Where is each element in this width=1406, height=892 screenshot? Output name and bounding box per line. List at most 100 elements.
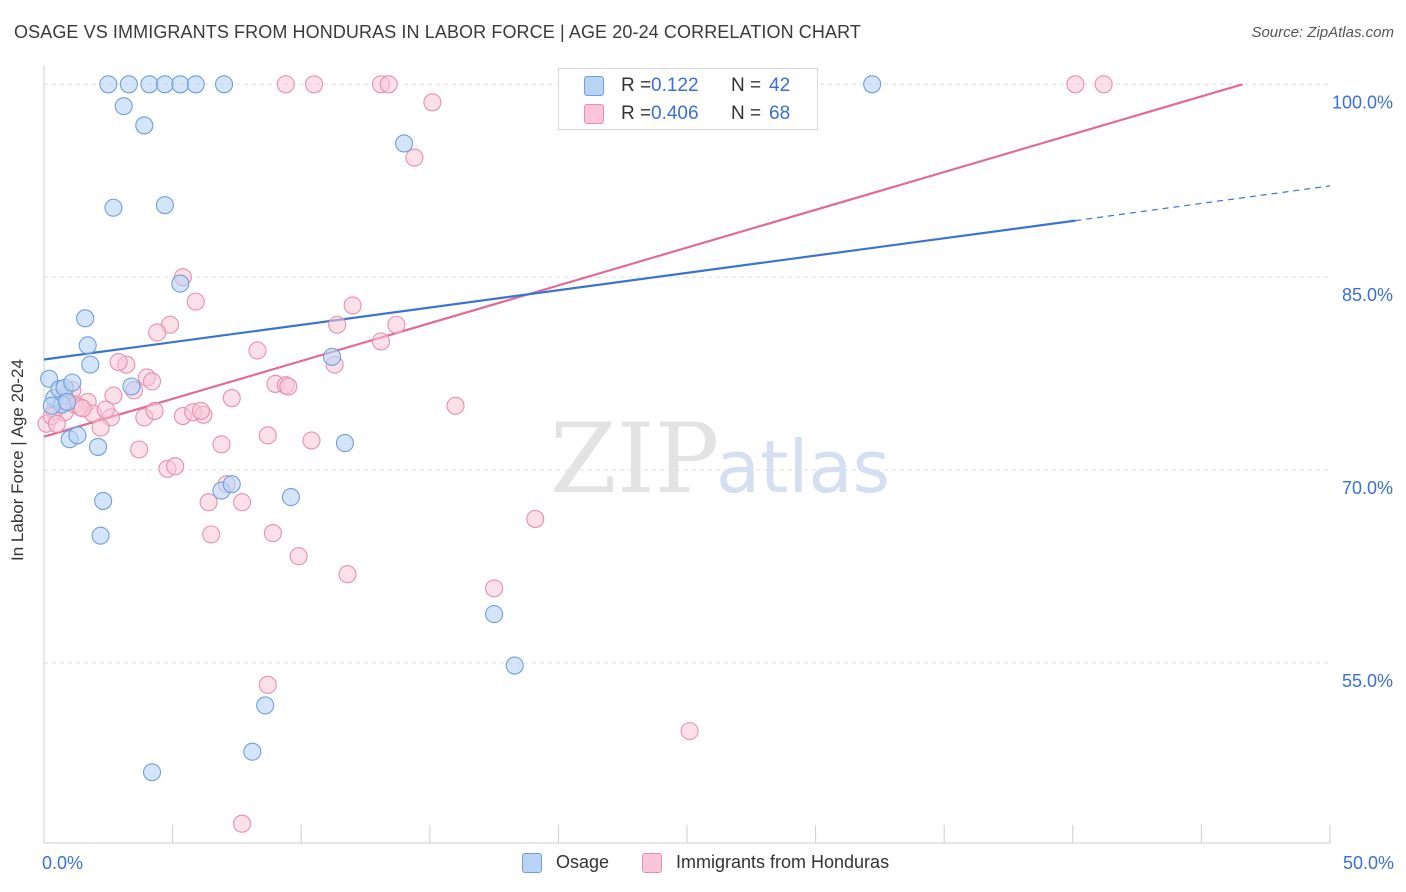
- watermark-zip: ZIP: [550, 403, 719, 515]
- honduras-point: [148, 323, 167, 342]
- series-legend: Osage Immigrants from Honduras: [0, 852, 1406, 878]
- honduras-point: [302, 431, 321, 450]
- honduras-point: [91, 418, 110, 437]
- osage-point: [135, 116, 154, 135]
- osage-point: [281, 488, 300, 507]
- honduras-point: [104, 386, 123, 405]
- osage-point: [63, 373, 82, 392]
- osage-point: [395, 134, 414, 153]
- osage-point: [505, 656, 524, 675]
- honduras-point: [232, 814, 252, 833]
- honduras-point: [423, 93, 442, 112]
- points-layer: [37, 75, 1113, 833]
- honduras-point: [343, 296, 362, 315]
- legend-item-honduras: Immigrants from Honduras: [642, 852, 889, 873]
- honduras-point: [109, 353, 128, 372]
- honduras-point: [258, 675, 277, 694]
- honduras-point: [446, 396, 465, 415]
- osage-point: [114, 97, 133, 116]
- grid-layer: [44, 83, 1330, 664]
- honduras-point: [305, 75, 324, 94]
- honduras-point: [1066, 75, 1085, 94]
- honduras-point: [191, 401, 210, 420]
- osage-trend-extension: [1075, 185, 1331, 222]
- honduras-point: [212, 435, 231, 454]
- osage-point: [335, 434, 354, 453]
- osage-point: [155, 75, 174, 94]
- x-tick-label: 50.0%: [1343, 853, 1394, 873]
- honduras-point: [371, 332, 390, 351]
- y-tick-label: 100.0%: [1332, 92, 1393, 112]
- osage-point: [256, 696, 275, 715]
- honduras-point: [73, 399, 92, 418]
- honduras-point: [485, 579, 504, 598]
- honduras-legend-swatch: [642, 852, 662, 873]
- honduras-point: [526, 509, 545, 528]
- osage-point: [68, 426, 87, 445]
- honduras-point: [130, 440, 149, 459]
- honduras-trend-line: [43, 83, 1243, 438]
- y-tick-label: 85.0%: [1342, 285, 1393, 305]
- honduras-point: [328, 315, 347, 334]
- honduras-point: [379, 75, 398, 94]
- honduras-point: [405, 148, 424, 167]
- honduras-point: [222, 389, 241, 408]
- honduras-legend-label: Immigrants from Honduras: [676, 852, 890, 872]
- honduras-point: [276, 75, 295, 94]
- honduras-point: [338, 565, 357, 584]
- watermark: ZIP atlas: [550, 403, 890, 515]
- osage-point: [243, 742, 262, 761]
- osage-point: [140, 75, 159, 94]
- honduras-swatch: [584, 104, 604, 124]
- honduras-point: [47, 414, 66, 433]
- honduras-point: [258, 426, 277, 445]
- osage-point: [323, 347, 342, 366]
- tick-label-layer: 100.0% 85.0% 70.0% 55.0% 0.0% 50.0%: [42, 92, 1394, 873]
- osage-point: [81, 355, 100, 374]
- y-tick-label: 55.0%: [1342, 671, 1393, 691]
- honduras-r-label: R =: [621, 103, 652, 124]
- honduras-n-label: N =: [731, 103, 762, 124]
- y-axis-label: In Labor Force | Age 20-24: [8, 359, 27, 561]
- osage-point: [863, 75, 882, 94]
- y-tick-label: 70.0%: [1342, 478, 1393, 498]
- osage-point: [99, 75, 118, 94]
- osage-point: [76, 309, 95, 328]
- honduras-point: [166, 457, 185, 476]
- osage-point: [88, 437, 108, 456]
- honduras-point: [232, 493, 252, 512]
- honduras-r-value: 0.406: [651, 103, 699, 124]
- trend-layer: [43, 83, 1331, 438]
- osage-point: [104, 198, 123, 217]
- osage-point: [186, 75, 205, 94]
- osage-point: [94, 491, 113, 510]
- honduras-point: [202, 525, 221, 544]
- legend-item-osage: Osage: [522, 852, 609, 873]
- honduras-point: [186, 292, 205, 311]
- honduras-point: [289, 547, 308, 566]
- osage-point: [485, 605, 504, 624]
- osage-legend-label: Osage: [556, 852, 610, 872]
- honduras-n-value: 68: [769, 103, 791, 124]
- osage-point: [155, 196, 174, 215]
- osage-swatch: [584, 76, 604, 96]
- axis-layer: [43, 65, 1331, 844]
- source-label: Source: ZipAtlas.com: [1251, 24, 1394, 41]
- honduras-point: [96, 400, 115, 419]
- osage-r-value: 0.122: [651, 75, 699, 96]
- osage-point: [119, 75, 138, 94]
- stats-legend: R = 0.122 N = 42 R = 0.406 N = 68: [558, 68, 818, 130]
- osage-legend-swatch: [522, 852, 542, 873]
- honduras-point: [145, 401, 164, 420]
- honduras-point: [387, 315, 406, 334]
- osage-point: [42, 396, 61, 415]
- honduras-point: [279, 377, 298, 396]
- honduras-point: [680, 722, 699, 741]
- osage-point: [78, 336, 97, 355]
- osage-point: [122, 377, 141, 396]
- osage-n-label: N =: [731, 75, 762, 96]
- osage-r-label: R =: [621, 75, 652, 96]
- osage-point: [142, 763, 162, 782]
- honduras-point: [142, 372, 162, 391]
